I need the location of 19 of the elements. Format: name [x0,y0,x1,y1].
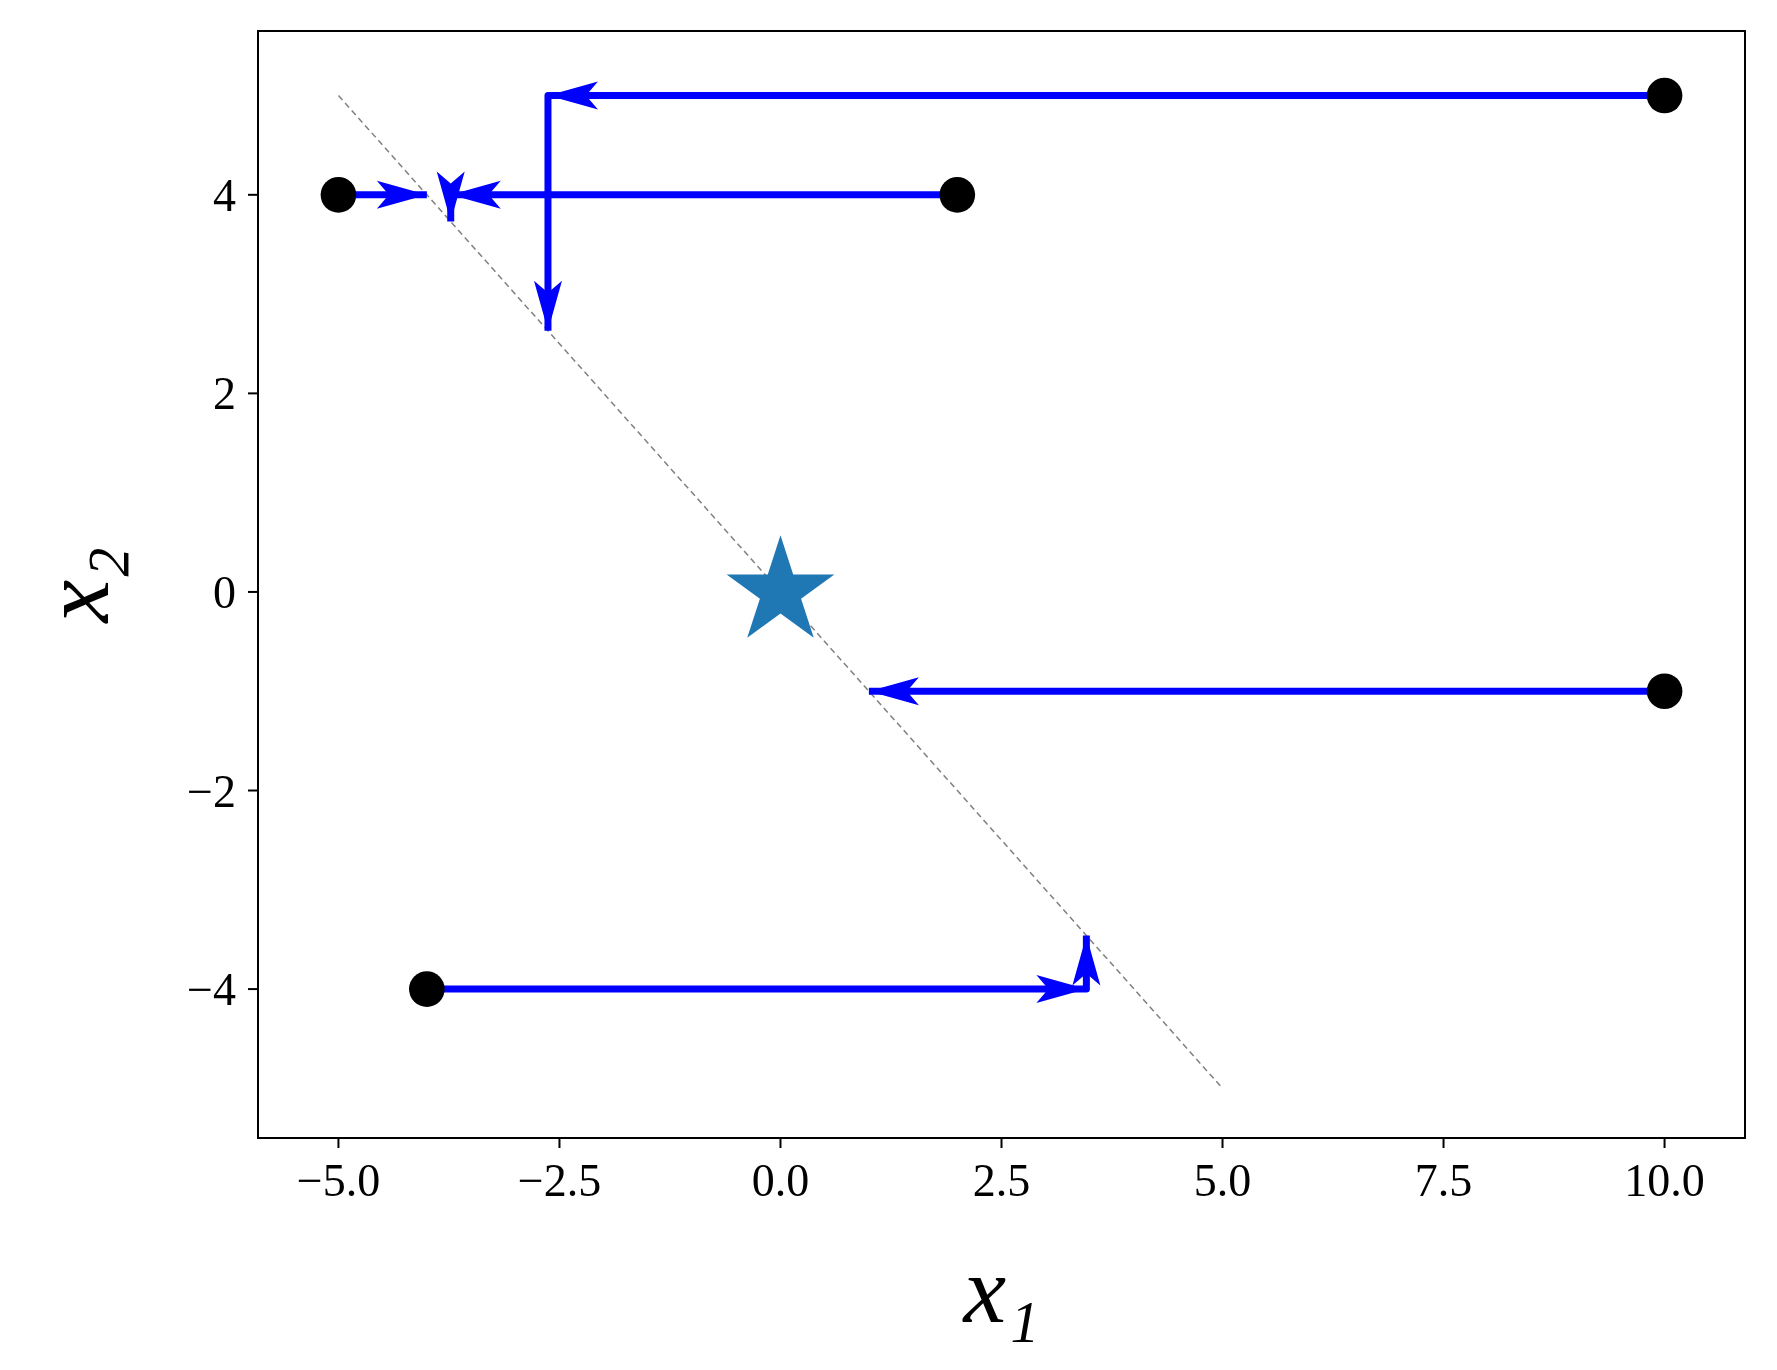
y-tick-label: −2 [187,765,236,817]
x-tick-label: 10.0 [1624,1155,1705,1206]
y-tick-label: −4 [187,964,236,1016]
x-axis-title: x₁ [961,1236,1040,1343]
y-tick-label: 4 [213,169,236,221]
point [320,177,357,213]
y-axis-title: x₂ [22,546,129,625]
y-tick-label: 0 [213,567,236,619]
y-tick-label: 2 [213,368,236,420]
point [939,177,976,213]
x-tick-label: −2.5 [517,1155,602,1206]
x-tick-label: 7.5 [1414,1155,1473,1206]
x-tick-label: 5.0 [1193,1155,1252,1206]
point [1646,77,1683,114]
x-tick-label: −5.0 [296,1155,381,1206]
point [409,971,445,1007]
x-tick-label: 0.0 [751,1155,810,1206]
x-tick-label: 2.5 [972,1155,1031,1206]
point [1646,673,1683,710]
